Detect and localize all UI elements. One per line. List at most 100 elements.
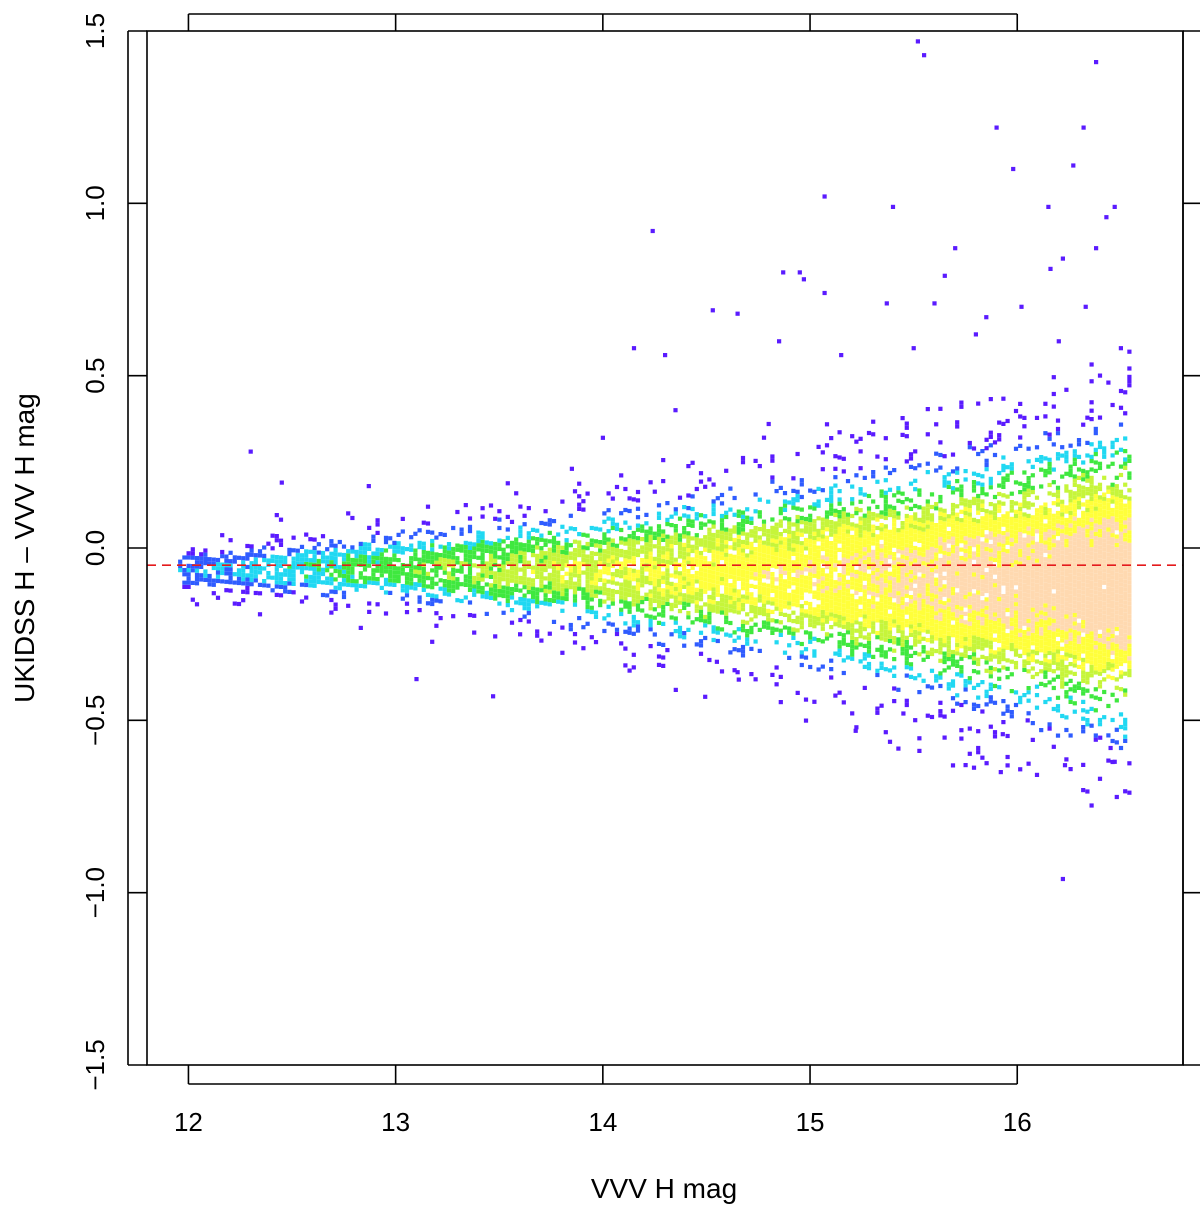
density-cells: [178, 349, 1132, 808]
density-cell: [1076, 635, 1082, 640]
density-cell: [967, 550, 972, 555]
density-cell: [740, 539, 746, 545]
density-cell: [421, 541, 426, 546]
density-cell: [1072, 512, 1077, 517]
density-cell: [997, 546, 1002, 551]
density-cell: [820, 488, 825, 493]
density-cell: [866, 544, 872, 549]
density-cell: [837, 598, 842, 603]
density-cell: [1068, 565, 1073, 570]
density-cell: [850, 547, 855, 552]
density-cell: [627, 550, 632, 556]
density-cell: [346, 578, 351, 583]
density-cell: [1060, 671, 1065, 677]
density-cell: [656, 599, 662, 604]
density-cell: [820, 597, 825, 602]
density-cell: [1005, 511, 1010, 516]
density-cell: [1034, 445, 1040, 450]
density-cell: [833, 538, 838, 543]
density-cell: [913, 558, 918, 563]
density-cell: [451, 588, 456, 594]
density-cell: [547, 589, 552, 594]
density-cell: [988, 531, 993, 536]
density-cell: [1001, 627, 1006, 632]
density-cell: [400, 546, 405, 551]
density-cell: [572, 590, 578, 595]
density-cell: [925, 554, 930, 559]
density-cell: [1018, 695, 1023, 700]
density-cell: [1055, 485, 1061, 490]
density-cell: [1060, 713, 1065, 719]
density-cell: [497, 588, 502, 594]
density-cell: [598, 577, 603, 582]
density-cell: [711, 579, 716, 584]
density-cell: [984, 609, 989, 615]
density-cell: [1076, 547, 1082, 552]
density-cell: [921, 552, 926, 557]
density-cell: [1081, 687, 1086, 692]
density-cell: [1060, 604, 1065, 609]
density-cell: [959, 526, 964, 531]
density-cell: [976, 670, 981, 675]
density-cell: [241, 581, 246, 586]
density-cell: [875, 588, 880, 594]
density-cell: [917, 606, 922, 611]
density-cell: [518, 542, 523, 547]
density-cell: [1043, 641, 1048, 646]
density-cell: [997, 638, 1002, 644]
density-cell: [757, 543, 762, 548]
density-cell: [812, 531, 817, 536]
density-cell: [900, 626, 905, 631]
density-cell: [547, 581, 552, 586]
density-cell: [1076, 631, 1082, 636]
density-cell: [480, 573, 485, 578]
density-cell: [551, 565, 557, 570]
density-cell: [732, 512, 737, 517]
density-cell: [677, 579, 683, 584]
density-cell: [1009, 550, 1014, 555]
density-cell: [736, 534, 741, 539]
density-cell: [917, 547, 922, 552]
density-cell: [673, 566, 678, 571]
density-cell: [757, 598, 762, 603]
density-cell: [824, 544, 830, 549]
density-cell: [967, 503, 972, 509]
density-cell: [442, 562, 447, 567]
density-cell: [707, 477, 712, 482]
density-cell: [1081, 485, 1086, 490]
density-cell: [1030, 490, 1035, 495]
density-cell: [1018, 557, 1023, 562]
density-cell: [976, 619, 981, 625]
density-cell: [866, 561, 872, 566]
density-cell: [446, 542, 452, 547]
density-cell: [795, 577, 800, 583]
density-cell: [698, 643, 704, 648]
density-cell: [883, 608, 888, 613]
density-cell: [703, 619, 708, 624]
density-cell: [1018, 637, 1023, 642]
density-cell: [724, 540, 729, 545]
density-cell: [858, 600, 863, 605]
density-cell: [984, 588, 989, 594]
density-cell: [908, 586, 914, 591]
density-cell: [1005, 532, 1010, 537]
density-cell: [677, 550, 683, 555]
density-cell: [879, 510, 884, 515]
density-cell: [396, 570, 401, 575]
density-cell: [967, 634, 972, 639]
density-cell: [866, 527, 872, 532]
density-cell: [493, 579, 498, 584]
density-cell: [308, 558, 313, 563]
density-cell: [908, 536, 914, 541]
density-cell: [942, 613, 947, 618]
density-cell: [249, 561, 254, 566]
density-cell: [1026, 652, 1031, 657]
density-cell: [425, 584, 431, 589]
density-cell: [1072, 554, 1077, 559]
density-cell: [959, 593, 964, 598]
density-cell: [619, 611, 624, 617]
density-cell: [673, 599, 678, 604]
density-cell: [1081, 603, 1086, 608]
density-cell: [610, 538, 615, 543]
density-cell: [631, 572, 636, 578]
